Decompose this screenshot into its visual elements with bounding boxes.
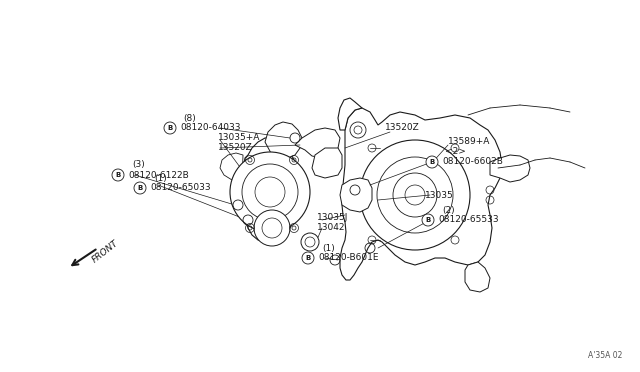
Text: (8): (8) [183, 113, 196, 122]
Circle shape [377, 157, 453, 233]
Text: B: B [115, 172, 120, 178]
Circle shape [354, 126, 362, 134]
Circle shape [422, 214, 434, 226]
Circle shape [350, 122, 366, 138]
Circle shape [426, 156, 438, 168]
Text: 13589+A: 13589+A [448, 138, 490, 147]
Text: 08120-6602B: 08120-6602B [442, 157, 503, 167]
Circle shape [405, 185, 425, 205]
Circle shape [255, 177, 285, 207]
Circle shape [134, 182, 146, 194]
Circle shape [262, 218, 282, 238]
Text: (1): (1) [322, 244, 335, 253]
Text: 13520Z: 13520Z [385, 124, 420, 132]
Polygon shape [490, 155, 530, 182]
Text: B: B [429, 159, 435, 165]
Text: 08120-64033: 08120-64033 [180, 124, 241, 132]
Text: 13035J: 13035J [317, 214, 348, 222]
Text: FRONT: FRONT [90, 239, 120, 265]
Text: B: B [138, 185, 143, 191]
Polygon shape [242, 138, 300, 242]
Polygon shape [340, 178, 372, 212]
Text: 13035: 13035 [425, 190, 454, 199]
Text: (2): (2) [442, 205, 454, 215]
Text: 13042: 13042 [317, 224, 346, 232]
Text: 08120-65533: 08120-65533 [438, 215, 499, 224]
Text: (1): (1) [154, 173, 167, 183]
Polygon shape [265, 122, 302, 158]
Text: 13035+A: 13035+A [218, 134, 260, 142]
Polygon shape [295, 128, 340, 158]
Circle shape [112, 169, 124, 181]
Text: (3): (3) [132, 160, 145, 170]
Circle shape [393, 173, 437, 217]
Circle shape [164, 122, 176, 134]
Circle shape [360, 140, 470, 250]
Text: 08120-B601E: 08120-B601E [318, 253, 378, 263]
Circle shape [254, 210, 290, 246]
Polygon shape [220, 153, 243, 182]
Text: B: B [305, 255, 310, 261]
Text: 08120-65033: 08120-65033 [150, 183, 211, 192]
Text: B: B [168, 125, 173, 131]
Text: <2>: <2> [445, 148, 466, 157]
Polygon shape [338, 98, 362, 130]
Circle shape [301, 233, 319, 251]
Polygon shape [340, 108, 502, 280]
Circle shape [230, 152, 310, 232]
Text: 08120-6122B: 08120-6122B [128, 170, 189, 180]
Text: 13520Z: 13520Z [218, 144, 253, 153]
Circle shape [302, 252, 314, 264]
Text: A'35A 02: A'35A 02 [588, 351, 622, 360]
Polygon shape [465, 262, 490, 292]
Polygon shape [312, 148, 342, 178]
Text: B: B [426, 217, 431, 223]
Circle shape [242, 164, 298, 220]
